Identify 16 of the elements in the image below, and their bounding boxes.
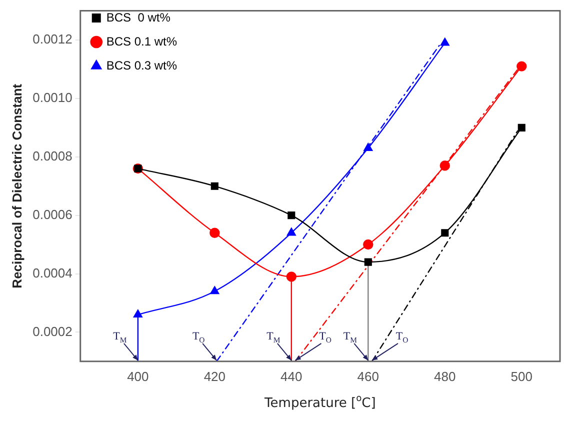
legend-label: BCS 0.1 wt% — [106, 34, 178, 48]
y-tick-label: 0.0008 — [32, 148, 72, 164]
x-tick-label: 460 — [357, 368, 379, 384]
y-tick-label: 0.0002 — [32, 324, 72, 339]
y-axis-title: Reciprocal of Dielectric Constant — [9, 83, 24, 288]
y-tick-label: 0.0004 — [32, 265, 72, 280]
x-tick-label: 500 — [510, 368, 532, 384]
x-tick-label: 400 — [127, 368, 149, 384]
x-tick-label: 440 — [280, 368, 302, 384]
x-tick-label: 480 — [434, 368, 456, 384]
legend-label: BCS 0.3 wt% — [106, 58, 178, 72]
y-tick-label: 0.0012 — [32, 32, 72, 47]
x-tick-label: 420 — [204, 368, 226, 384]
legend-label: BCS 0 wt% — [106, 10, 171, 24]
y-tick-label: 0.0006 — [32, 206, 72, 222]
y-tick-label: 0.0010 — [32, 90, 72, 106]
